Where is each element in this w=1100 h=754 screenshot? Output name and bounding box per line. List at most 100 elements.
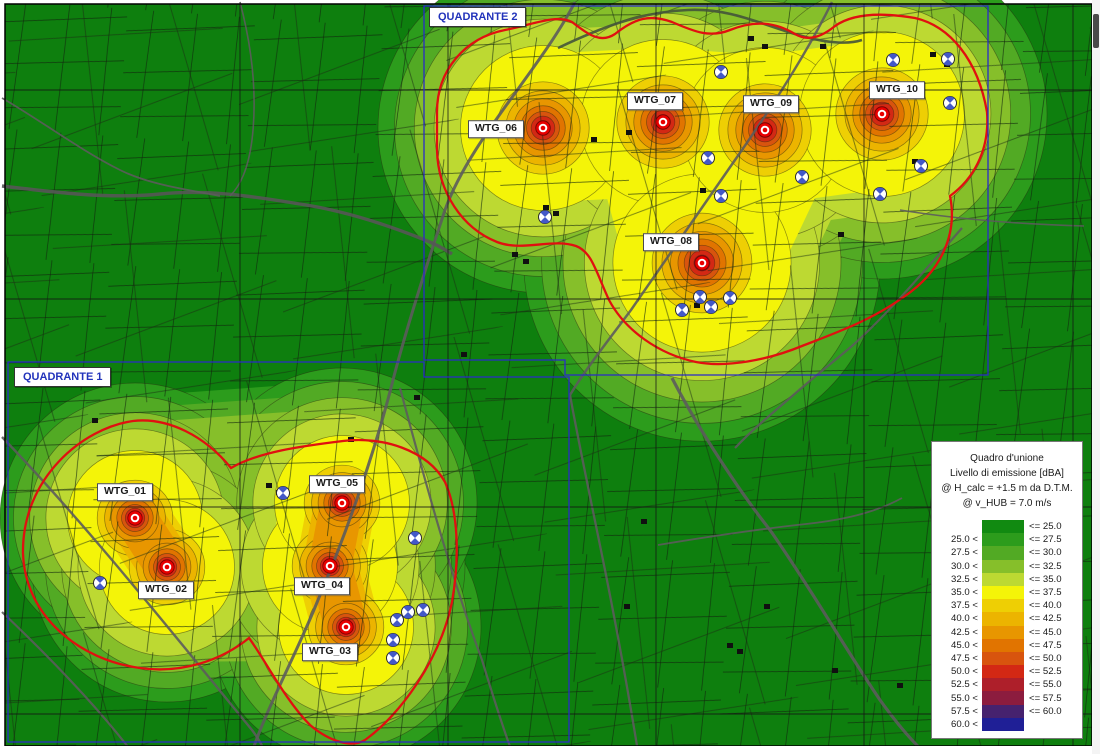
legend-row-10: 47.5 < <= 50.0 [932, 651, 1082, 666]
turbine-marker-WTG_06 [535, 120, 551, 136]
limit-contour-south [21, 419, 458, 745]
legend-title-line3: @ H_calc = +1.5 m da D.T.M. [941, 483, 1073, 494]
receptor-points [93, 52, 957, 665]
legend-row-8: 42.5 < <= 45.0 [932, 625, 1082, 639]
legend-row-upper-bound: <= 47.5 [1029, 639, 1062, 651]
legend-row-upper-bound: <= 35.0 [1029, 573, 1062, 585]
legend-row-upper-bound: <= 27.5 [1029, 534, 1062, 546]
receptor-marker [401, 605, 415, 619]
legend-color-swatch [982, 651, 1024, 666]
legend-color-swatch [982, 533, 1024, 547]
legend-row-upper-bound: <= 55.0 [1029, 679, 1062, 691]
turbine-marker-WTG_03 [338, 619, 354, 635]
turbine-marker-WTG_07 [655, 114, 671, 130]
legend-row-2: 27.5 < <= 30.0 [932, 546, 1082, 560]
quadrant-2-boundary [423, 5, 989, 376]
legend-row-upper-bound: <= 57.5 [1029, 692, 1062, 704]
legend-title-line2: Livello di emissione [dBA] [950, 468, 1064, 479]
legend-rows: <= 25.0 25.0 < <= 27.5 27.5 < <= 30.0 30.0 < <… [932, 520, 1082, 731]
turbine-label-WTG_06: WTG_06 [467, 120, 525, 138]
legend-row-upper-bound: <= 45.0 [1029, 626, 1062, 638]
receptor-marker [795, 170, 809, 184]
legend-color-swatch [982, 546, 1024, 560]
turbine-marker-WTG_10 [874, 106, 890, 122]
turbine-label-WTG_08: WTG_08 [642, 233, 700, 251]
legend-color-swatch [982, 638, 1024, 652]
turbine-label-WTG_03: WTG_03 [301, 643, 359, 661]
receptor-marker [714, 65, 728, 79]
receptor-marker [408, 531, 422, 545]
receptor-marker [386, 651, 400, 665]
legend-color-swatch [982, 572, 1024, 586]
turbine-label-WTG_02: WTG_02 [137, 581, 195, 599]
legend-row-upper-bound: <= 32.5 [1029, 560, 1062, 572]
legend-color-swatch [982, 717, 1024, 731]
legend-row-lower-bound: 47.5 < [951, 652, 978, 664]
turbine-marker-WTG_04 [322, 558, 338, 574]
turbine-label-WTG_09: WTG_09 [742, 95, 800, 113]
legend-row-lower-bound: 25.0 < [951, 534, 978, 546]
scrollbar-track[interactable] [1092, 0, 1100, 754]
legend-row-9: 45.0 < <= 47.5 [932, 638, 1082, 652]
legend-row-upper-bound: <= 60.0 [1029, 705, 1062, 717]
legend-color-swatch [982, 704, 1024, 718]
turbine-label-WTG_07: WTG_07 [626, 92, 684, 110]
legend-row-lower-bound: 30.0 < [951, 560, 978, 572]
legend-row-lower-bound: 40.0 < [951, 613, 978, 625]
legend-row-lower-bound: 32.5 < [951, 573, 978, 585]
receptor-marker [914, 159, 928, 173]
receptor-marker [276, 486, 290, 500]
legend-color-swatch [982, 665, 1024, 679]
turbine-marker-WTG_05 [334, 495, 350, 511]
limit-contour-north [435, 13, 989, 366]
bottom-margin [0, 746, 1100, 754]
survey-grid [5, 4, 1092, 746]
legend-row-15: 60.0 < [932, 717, 1082, 731]
turbine-markers [127, 106, 890, 635]
legend-row-4: 32.5 < <= 35.0 [932, 572, 1082, 586]
quadrant-1-label: QUADRANTE 1 [14, 367, 112, 388]
legend-row-upper-bound: <= 52.5 [1029, 666, 1062, 678]
legend-row-lower-bound: 52.5 < [951, 679, 978, 691]
receptor-marker [416, 603, 430, 617]
legend-row-14: 57.5 < <= 60.0 [932, 704, 1082, 718]
quadrant-2-label: QUADRANTE 2 [429, 7, 527, 28]
legend-color-swatch [982, 612, 1024, 626]
legend-row-1: 25.0 < <= 27.5 [932, 533, 1082, 547]
turbine-marker-WTG_01 [127, 510, 143, 526]
legend-color-swatch [982, 625, 1024, 639]
receptor-marker [386, 633, 400, 647]
legend-row-6: 37.5 < <= 40.0 [932, 599, 1082, 613]
legend-row-upper-bound: <= 25.0 [1029, 521, 1062, 533]
receptor-marker [704, 300, 718, 314]
receptor-marker [723, 291, 737, 305]
receptor-marker [943, 96, 957, 110]
legend-color-swatch [982, 520, 1024, 534]
legend-row-13: 55.0 < <= 57.5 [932, 691, 1082, 705]
legend-row-upper-bound: <= 40.0 [1029, 600, 1062, 612]
legend-color-swatch [982, 691, 1024, 705]
legend-row-lower-bound: 55.0 < [951, 692, 978, 704]
legend-row-lower-bound: 57.5 < [951, 705, 978, 717]
turbine-label-WTG_04: WTG_04 [293, 577, 351, 595]
receptor-marker [390, 613, 404, 627]
turbine-label-WTG_01: WTG_01 [96, 483, 154, 501]
receptor-marker [693, 290, 707, 304]
legend-row-12: 52.5 < <= 55.0 [932, 678, 1082, 692]
legend-title-line1: Quadro d'unione [970, 453, 1044, 464]
legend-row-upper-bound: <= 50.0 [1029, 652, 1062, 664]
legend-row-upper-bound: <= 30.0 [1029, 547, 1062, 559]
legend-row-lower-bound: 60.0 < [951, 718, 978, 730]
receptor-marker [714, 189, 728, 203]
turbine-marker-WTG_09 [757, 122, 773, 138]
legend-row-5: 35.0 < <= 37.5 [932, 585, 1082, 600]
legend-color-swatch [982, 678, 1024, 692]
receptor-marker [873, 187, 887, 201]
turbine-label-WTG_05: WTG_05 [308, 475, 366, 493]
receptor-marker [701, 151, 715, 165]
receptor-marker [675, 303, 689, 317]
legend-row-lower-bound: 42.5 < [951, 626, 978, 638]
scrollbar-thumb[interactable] [1093, 14, 1099, 48]
